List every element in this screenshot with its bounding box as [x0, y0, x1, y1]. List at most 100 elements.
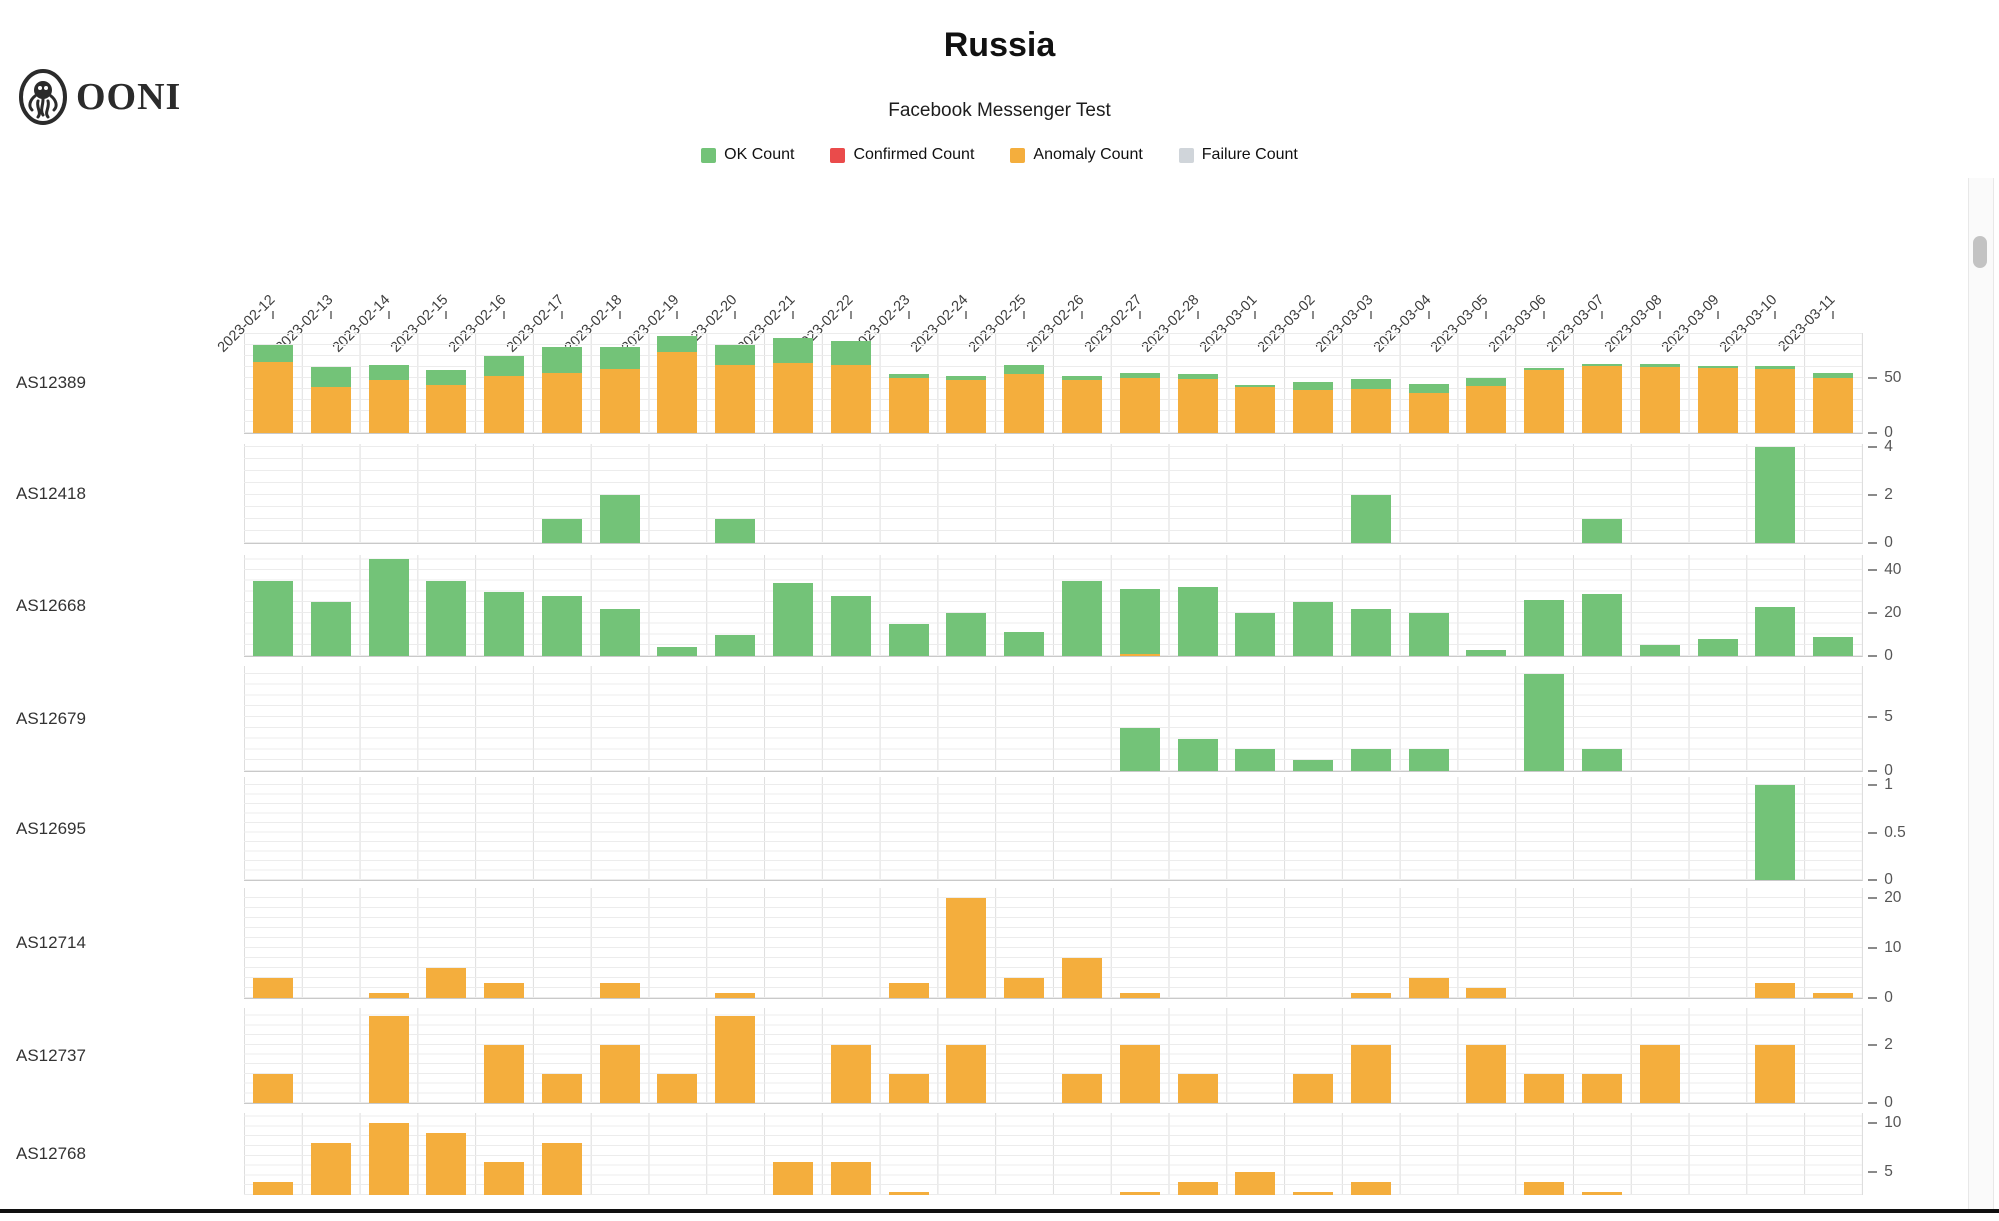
ok-bar-as12668-2023-02-24[interactable] — [946, 613, 987, 656]
anomaly-bar-as12389-2023-02-25[interactable] — [1004, 373, 1045, 433]
anomaly-bar-as12768-2023-02-23[interactable] — [888, 1191, 929, 1195]
anomaly-bar-as12389-2023-02-14[interactable] — [368, 380, 409, 433]
legend-item-failure-count[interactable]: Failure Count — [1178, 146, 1298, 164]
ok-bar-as12389-2023-03-01[interactable] — [1235, 384, 1276, 387]
anomaly-bar-as12389-2023-03-05[interactable] — [1466, 385, 1507, 433]
ok-bar-as12389-2023-03-04[interactable] — [1408, 383, 1449, 394]
ok-bar-as12389-2023-03-08[interactable] — [1639, 363, 1680, 367]
anomaly-bar-as12714-2023-02-15[interactable] — [426, 968, 467, 998]
anomaly-bar-as12768-2023-02-21[interactable] — [773, 1162, 814, 1195]
anomaly-bar-as12768-2023-02-17[interactable] — [541, 1142, 582, 1195]
anomaly-bar-as12737-2023-02-12[interactable] — [253, 1074, 293, 1103]
anomaly-bar-as12768-2023-03-06[interactable] — [1524, 1181, 1565, 1195]
ok-bar-as12668-2023-02-22[interactable] — [830, 595, 871, 656]
ok-bar-as12679-2023-03-06[interactable] — [1524, 673, 1565, 771]
anomaly-bar-as12389-2023-02-16[interactable] — [484, 375, 525, 433]
ok-bar-as12679-2023-03-02[interactable] — [1293, 760, 1334, 771]
anomaly-bar-as12737-2023-02-19[interactable] — [657, 1074, 698, 1103]
anomaly-bar-as12768-2023-03-01[interactable] — [1235, 1172, 1276, 1195]
ok-bar-as12389-2023-02-13[interactable] — [310, 367, 351, 387]
vertical-scrollbar[interactable] — [1968, 178, 1994, 1209]
anomaly-bar-as12389-2023-02-13[interactable] — [310, 386, 351, 433]
ok-bar-as12389-2023-02-24[interactable] — [946, 375, 987, 381]
ok-bar-as12418-2023-03-10[interactable] — [1755, 447, 1796, 543]
anomaly-bar-as12714-2023-02-18[interactable] — [599, 983, 640, 998]
anomaly-bar-as12737-2023-03-10[interactable] — [1755, 1045, 1796, 1103]
scrollbar-thumb[interactable] — [1973, 236, 1987, 268]
ok-bar-as12679-2023-03-04[interactable] — [1408, 749, 1449, 771]
ok-bar-as12389-2023-02-17[interactable] — [541, 347, 582, 373]
ok-bar-as12389-2023-02-19[interactable] — [657, 336, 698, 352]
anomaly-bar-as12714-2023-02-27[interactable] — [1119, 993, 1160, 998]
anomaly-bar-as12714-2023-03-10[interactable] — [1755, 983, 1796, 998]
anomaly-bar-as12389-2023-03-08[interactable] — [1639, 367, 1680, 433]
anomaly-bar-as12389-2023-03-03[interactable] — [1350, 389, 1391, 433]
anomaly-bar-as12389-2023-02-24[interactable] — [946, 380, 987, 433]
ok-bar-as12389-2023-02-20[interactable] — [715, 345, 756, 365]
ok-bar-as12389-2023-02-21[interactable] — [773, 338, 814, 363]
legend-item-confirmed-count[interactable]: Confirmed Count — [830, 146, 974, 164]
anomaly-bar-as12714-2023-03-04[interactable] — [1408, 978, 1449, 998]
ok-bar-as12679-2023-02-28[interactable] — [1177, 738, 1218, 771]
anomaly-bar-as12768-2023-03-03[interactable] — [1350, 1181, 1391, 1195]
anomaly-bar-as12737-2023-03-06[interactable] — [1524, 1074, 1565, 1103]
ok-bar-as12389-2023-03-10[interactable] — [1755, 365, 1796, 370]
ok-bar-as12668-2023-02-15[interactable] — [426, 580, 467, 656]
ok-bar-as12679-2023-03-03[interactable] — [1350, 749, 1391, 771]
ok-bar-as12679-2023-02-27[interactable] — [1119, 727, 1160, 771]
ok-bar-as12668-2023-02-26[interactable] — [1061, 580, 1102, 656]
anomaly-bar-as12389-2023-03-06[interactable] — [1524, 370, 1565, 433]
anomaly-bar-as12389-2023-02-28[interactable] — [1177, 379, 1218, 433]
anomaly-bar-as12737-2023-02-28[interactable] — [1177, 1074, 1218, 1103]
anomaly-bar-as12737-2023-02-16[interactable] — [484, 1045, 525, 1103]
anomaly-bar-as12768-2023-02-12[interactable] — [253, 1181, 293, 1195]
ok-bar-as12389-2023-02-23[interactable] — [888, 373, 929, 378]
ok-bar-as12668-2023-03-10[interactable] — [1755, 606, 1796, 656]
ok-bar-as12668-2023-03-03[interactable] — [1350, 608, 1391, 656]
ok-bar-as12389-2023-03-06[interactable] — [1524, 368, 1565, 371]
anomaly-bar-as12768-2023-02-27[interactable] — [1119, 1191, 1160, 1195]
anomaly-bar-as12389-2023-02-27[interactable] — [1119, 378, 1160, 433]
ok-bar-as12668-2023-02-23[interactable] — [888, 623, 929, 656]
ok-bar-as12389-2023-03-03[interactable] — [1350, 379, 1391, 389]
ok-bar-as12668-2023-03-01[interactable] — [1235, 613, 1276, 656]
anomaly-bar-as12737-2023-03-02[interactable] — [1293, 1074, 1334, 1103]
anomaly-bar-as12737-2023-03-05[interactable] — [1466, 1045, 1507, 1103]
ok-bar-as12695-2023-03-10[interactable] — [1755, 785, 1796, 880]
anomaly-bar-as12737-2023-03-03[interactable] — [1350, 1045, 1391, 1103]
anomaly-bar-as12389-2023-02-17[interactable] — [541, 372, 582, 433]
anomaly-bar-as12768-2023-02-16[interactable] — [484, 1162, 525, 1195]
ok-bar-as12668-2023-02-21[interactable] — [773, 582, 814, 656]
ok-bar-as12668-2023-02-19[interactable] — [657, 647, 698, 656]
anomaly-bar-as12768-2023-02-13[interactable] — [310, 1142, 351, 1195]
ok-bar-as12668-2023-02-13[interactable] — [310, 602, 351, 656]
anomaly-bar-as12737-2023-02-18[interactable] — [599, 1045, 640, 1103]
ok-bar-as12389-2023-02-26[interactable] — [1061, 375, 1102, 381]
anomaly-bar-as12389-2023-02-23[interactable] — [888, 378, 929, 433]
anomaly-bar-as12389-2023-02-26[interactable] — [1061, 380, 1102, 433]
ok-bar-as12668-2023-02-20[interactable] — [715, 634, 756, 656]
anomaly-bar-as12737-2023-02-20[interactable] — [715, 1016, 756, 1103]
ok-bar-as12389-2023-02-15[interactable] — [426, 370, 467, 385]
anomaly-bar-as12389-2023-03-10[interactable] — [1755, 369, 1796, 433]
anomaly-bar-as12389-2023-02-21[interactable] — [773, 362, 814, 433]
ok-bar-as12668-2023-02-18[interactable] — [599, 608, 640, 656]
anomaly-bar-as12737-2023-02-26[interactable] — [1061, 1074, 1102, 1103]
anomaly-bar-as12768-2023-03-07[interactable] — [1582, 1191, 1623, 1195]
anomaly-bar-as12389-2023-02-18[interactable] — [599, 369, 640, 433]
anomaly-bar-as12737-2023-02-27[interactable] — [1119, 1045, 1160, 1103]
ok-bar-as12418-2023-02-20[interactable] — [715, 519, 756, 543]
ok-bar-as12668-2023-03-04[interactable] — [1408, 613, 1449, 656]
anomaly-bar-as12714-2023-03-11[interactable] — [1813, 993, 1854, 998]
ok-bar-as12389-2023-03-09[interactable] — [1697, 365, 1738, 369]
anomaly-bar-as12714-2023-02-26[interactable] — [1061, 958, 1102, 998]
anomaly-bar-as12389-2023-02-20[interactable] — [715, 364, 756, 433]
ok-bar-as12389-2023-02-14[interactable] — [368, 364, 409, 381]
ok-bar-as12668-2023-03-09[interactable] — [1697, 638, 1738, 656]
anomaly-bar-as12737-2023-03-07[interactable] — [1582, 1074, 1623, 1103]
ok-bar-as12389-2023-02-27[interactable] — [1119, 372, 1160, 378]
anomaly-bar-as12737-2023-03-08[interactable] — [1639, 1045, 1680, 1103]
ok-bar-as12668-2023-03-06[interactable] — [1524, 600, 1565, 656]
anomaly-bar-as12714-2023-02-20[interactable] — [715, 993, 756, 998]
anomaly-bar-as12389-2023-03-09[interactable] — [1697, 368, 1738, 433]
